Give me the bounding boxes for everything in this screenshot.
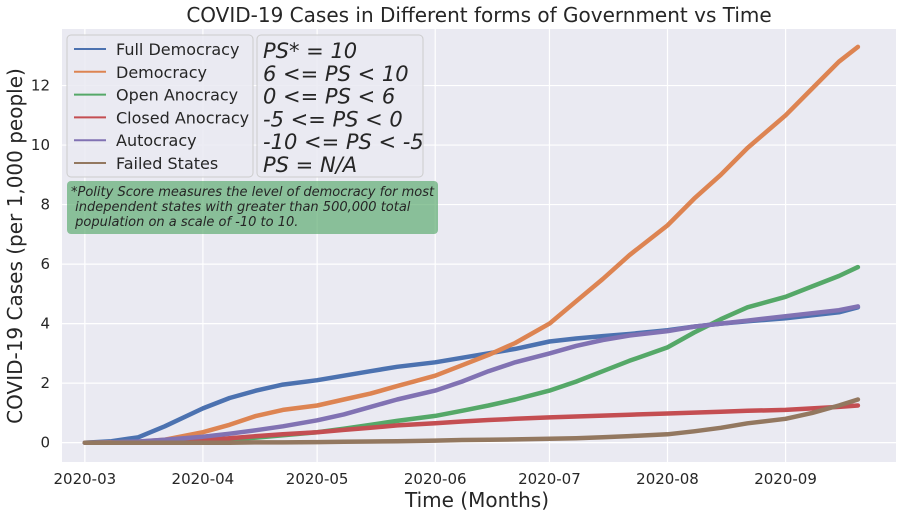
legend-label-closed-anocracy: Closed Anocracy (116, 108, 249, 127)
y-tick-label: 6 (40, 255, 50, 273)
series-lines (82, 44, 861, 445)
polity-score-label: 6 <= PS < 10 (263, 62, 409, 86)
y-tick-label: 12 (31, 77, 50, 95)
legend: Full Democracy Democracy Open Anocracy Clos… (66, 34, 254, 178)
x-tick-label: 2020-04 (172, 470, 235, 488)
polity-score-box: PS* = 106 <= PS < 100 <= PS < 6-5 <= PS … (256, 34, 424, 178)
legend-label-open-anocracy: Open Anocracy (116, 86, 238, 105)
series-line-democracy (82, 44, 861, 445)
polity-note-line: independent states with greater than 500… (71, 200, 411, 215)
polity-note-box (67, 181, 438, 234)
polity-note-line: *Polity Score measures the level of demo… (71, 185, 435, 200)
polity-score-labels: PS* = 106 <= PS < 100 <= PS < 6-5 <= PS … (263, 39, 424, 177)
chart-title: COVID-19 Cases in Different forms of Gov… (186, 3, 771, 27)
y-axis-ticks: 0 2 4 6 8 10 12 (31, 77, 50, 452)
legend-entries: Full Democracy Democracy Open Anocracy Clos… (74, 40, 249, 173)
x-tick-label: 2020-08 (636, 470, 699, 488)
legend-label-democracy: Democracy (116, 63, 207, 82)
x-tick-label: 2020-09 (754, 470, 817, 488)
polity-note-text: *Polity Score measures the level of demo… (71, 185, 435, 230)
y-axis-label: COVID-19 Cases (per 1,000 people) (3, 68, 27, 424)
series-line-failed-states (82, 397, 861, 445)
series-line-closed-anocracy (82, 403, 861, 445)
polity-note-line: population on a scale of -10 to 10. (71, 215, 298, 230)
polity-note: *Polity Score measures the level of demo… (67, 181, 438, 234)
legend-label-autocracy: Autocracy (116, 131, 197, 150)
series-line-autocracy (82, 304, 861, 445)
y-tick-label: 2 (40, 374, 50, 392)
y-tick-label: 8 (40, 196, 50, 214)
x-tick-label: 2020-07 (518, 470, 581, 488)
legend-box (66, 34, 254, 178)
polity-score-box-bg (256, 34, 424, 178)
y-tick-label: 4 (40, 315, 50, 333)
polity-score-label: -10 <= PS < -5 (263, 130, 424, 154)
x-tick-label: 2020-05 (286, 470, 349, 488)
x-axis-label: Time (Months) (404, 488, 549, 512)
polity-score-label: PS = N/A (263, 153, 357, 177)
x-axis-ticks: 2020-03 2020-04 2020-05 2020-06 2020-07 2020-… (54, 470, 817, 488)
polity-score-label: 0 <= PS < 6 (263, 85, 395, 109)
legend-label-full-democracy: Full Democracy (116, 40, 239, 59)
polity-score-label: PS* = 10 (263, 39, 357, 63)
y-tick-label: 10 (31, 136, 50, 154)
x-tick-label: 2020-06 (404, 470, 467, 488)
x-tick-label: 2020-03 (54, 470, 117, 488)
polity-score-label: -5 <= PS < 0 (263, 107, 403, 131)
y-tick-label: 0 (40, 434, 50, 452)
legend-label-failed-states: Failed States (116, 154, 218, 173)
